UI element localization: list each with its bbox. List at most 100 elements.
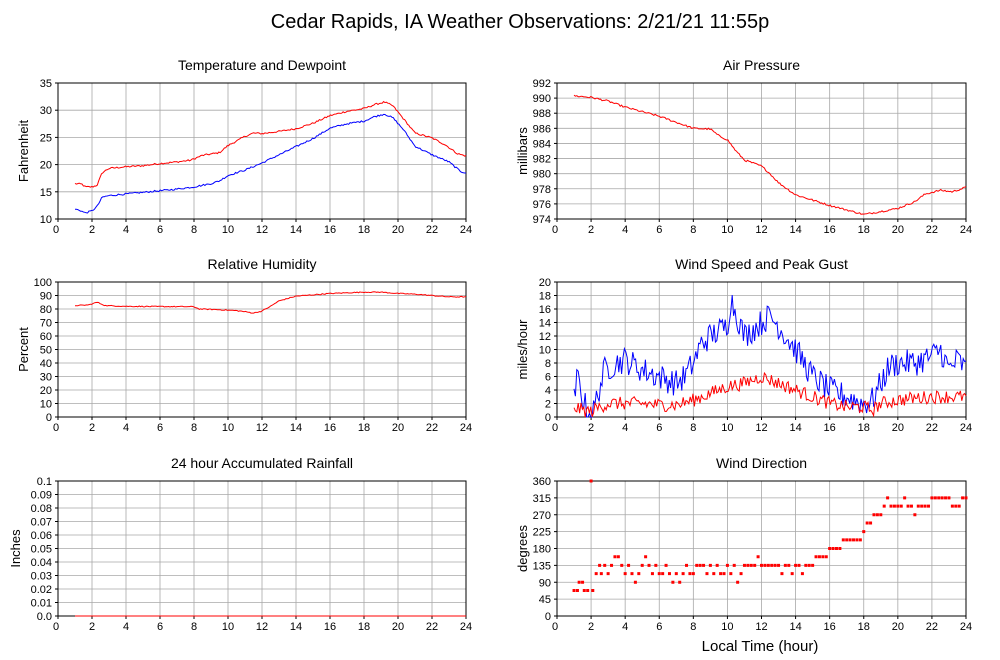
x-tick-label: 16 bbox=[324, 422, 336, 434]
data-point bbox=[719, 572, 723, 576]
data-point bbox=[572, 589, 576, 592]
data-point bbox=[582, 589, 586, 592]
x-tick-label: 6 bbox=[656, 422, 662, 434]
y-tick-label: 360 bbox=[533, 476, 551, 488]
y-tick-label: 0.01 bbox=[31, 598, 52, 610]
data-point bbox=[589, 479, 593, 483]
x-tick-label: 14 bbox=[290, 422, 302, 434]
x-tick-label: 12 bbox=[755, 621, 767, 633]
y-tick-label: 982 bbox=[533, 154, 551, 166]
x-tick-label: 0 bbox=[53, 621, 59, 633]
data-point bbox=[903, 496, 907, 500]
chart-panel-direction: 0 2 4 6 8 10 12 14 16 18 20 22 240459013518022527031… bbox=[515, 455, 972, 633]
data-point bbox=[773, 563, 777, 567]
y-axis-label: miles/hour bbox=[515, 319, 530, 380]
data-point bbox=[729, 572, 733, 576]
y-tick-label: 225 bbox=[533, 527, 551, 539]
y-tick-label: 16 bbox=[539, 304, 551, 316]
y-tick-label: 0.06 bbox=[31, 530, 52, 542]
chart-panel-pressure: 0 2 4 6 8 10 12 14 16 18 20 22 249749769789809829849… bbox=[515, 57, 972, 236]
data-point bbox=[862, 530, 866, 534]
y-tick-label: 0.0 bbox=[37, 611, 52, 623]
data-point bbox=[581, 580, 585, 584]
y-tick-label: 978 bbox=[533, 184, 551, 196]
data-point bbox=[766, 563, 770, 567]
y-axis-label: Fahrenheit bbox=[16, 120, 31, 183]
y-tick-label: 0 bbox=[545, 611, 551, 623]
data-point bbox=[575, 589, 579, 592]
series-line-2 bbox=[573, 371, 967, 418]
data-point bbox=[739, 572, 743, 576]
y-tick-label: 10 bbox=[40, 214, 52, 226]
x-tick-label: 14 bbox=[290, 224, 302, 236]
x-tick-label: 12 bbox=[755, 224, 767, 236]
y-tick-label: 992 bbox=[533, 78, 551, 90]
y-tick-label: 12 bbox=[539, 331, 551, 343]
data-point bbox=[841, 538, 845, 542]
y-tick-label: 15 bbox=[40, 187, 52, 199]
x-tick-label: 12 bbox=[256, 621, 268, 633]
y-tick-label: 90 bbox=[40, 291, 52, 303]
y-tick-label: 8 bbox=[545, 358, 551, 370]
data-point bbox=[661, 572, 665, 576]
data-point bbox=[708, 563, 712, 567]
y-tick-label: 0.08 bbox=[31, 503, 52, 515]
data-point bbox=[783, 563, 787, 567]
data-point bbox=[794, 563, 798, 567]
x-tick-label: 6 bbox=[656, 621, 662, 633]
data-point bbox=[889, 504, 893, 508]
y-tick-label: 80 bbox=[40, 304, 52, 316]
x-tick-label: 10 bbox=[721, 621, 733, 633]
data-point bbox=[599, 572, 603, 576]
y-tick-label: 0.05 bbox=[31, 544, 52, 556]
x-tick-label: 2 bbox=[89, 224, 95, 236]
x-tick-label: 4 bbox=[123, 621, 129, 633]
series-line-1 bbox=[74, 100, 467, 188]
data-point bbox=[787, 563, 791, 567]
data-point bbox=[790, 572, 794, 576]
x-tick-label: 0 bbox=[552, 224, 558, 236]
y-tick-label: 6 bbox=[545, 372, 551, 384]
x-tick-label: 10 bbox=[222, 224, 234, 236]
series-line-1 bbox=[75, 291, 467, 314]
data-point bbox=[954, 504, 958, 508]
y-tick-label: 20 bbox=[40, 385, 52, 397]
x-tick-label: 0 bbox=[552, 422, 558, 434]
x-tick-label: 2 bbox=[89, 422, 95, 434]
x-tick-label: 16 bbox=[324, 224, 336, 236]
y-tick-label: 10 bbox=[40, 399, 52, 411]
data-point bbox=[780, 572, 784, 576]
data-point bbox=[804, 563, 808, 567]
y-tick-label: 0.1 bbox=[37, 476, 52, 488]
data-point bbox=[855, 538, 859, 542]
data-point bbox=[620, 563, 624, 567]
y-tick-label: 30 bbox=[40, 372, 52, 384]
data-point bbox=[705, 572, 709, 576]
series-line-1 bbox=[573, 94, 967, 215]
y-tick-label: 0.03 bbox=[31, 571, 52, 583]
data-point bbox=[610, 563, 614, 567]
y-tick-label: 984 bbox=[533, 138, 551, 150]
data-point bbox=[906, 504, 910, 508]
data-point bbox=[742, 563, 746, 567]
data-point bbox=[777, 563, 781, 567]
x-tick-label: 4 bbox=[622, 224, 628, 236]
y-tick-label: 980 bbox=[533, 169, 551, 181]
data-point bbox=[698, 563, 702, 567]
x-tick-label: 20 bbox=[392, 621, 404, 633]
data-point bbox=[896, 504, 900, 508]
data-point bbox=[845, 538, 849, 542]
x-tick-label: 8 bbox=[690, 224, 696, 236]
x-tick-label: 14 bbox=[789, 224, 801, 236]
data-point bbox=[770, 563, 774, 567]
x-tick-label: 20 bbox=[892, 621, 904, 633]
data-point bbox=[603, 563, 607, 567]
data-point bbox=[695, 563, 699, 567]
y-tick-label: 40 bbox=[40, 358, 52, 370]
data-point bbox=[746, 563, 750, 567]
series-line-1 bbox=[573, 295, 967, 418]
y-tick-label: 0.07 bbox=[31, 517, 52, 529]
x-tick-label: 10 bbox=[222, 621, 234, 633]
x-tick-label: 8 bbox=[191, 224, 197, 236]
chart-panel-rain: 0 2 4 6 8 10 12 14 16 18 20 22 240.00.010.020.030.04… bbox=[8, 455, 472, 633]
